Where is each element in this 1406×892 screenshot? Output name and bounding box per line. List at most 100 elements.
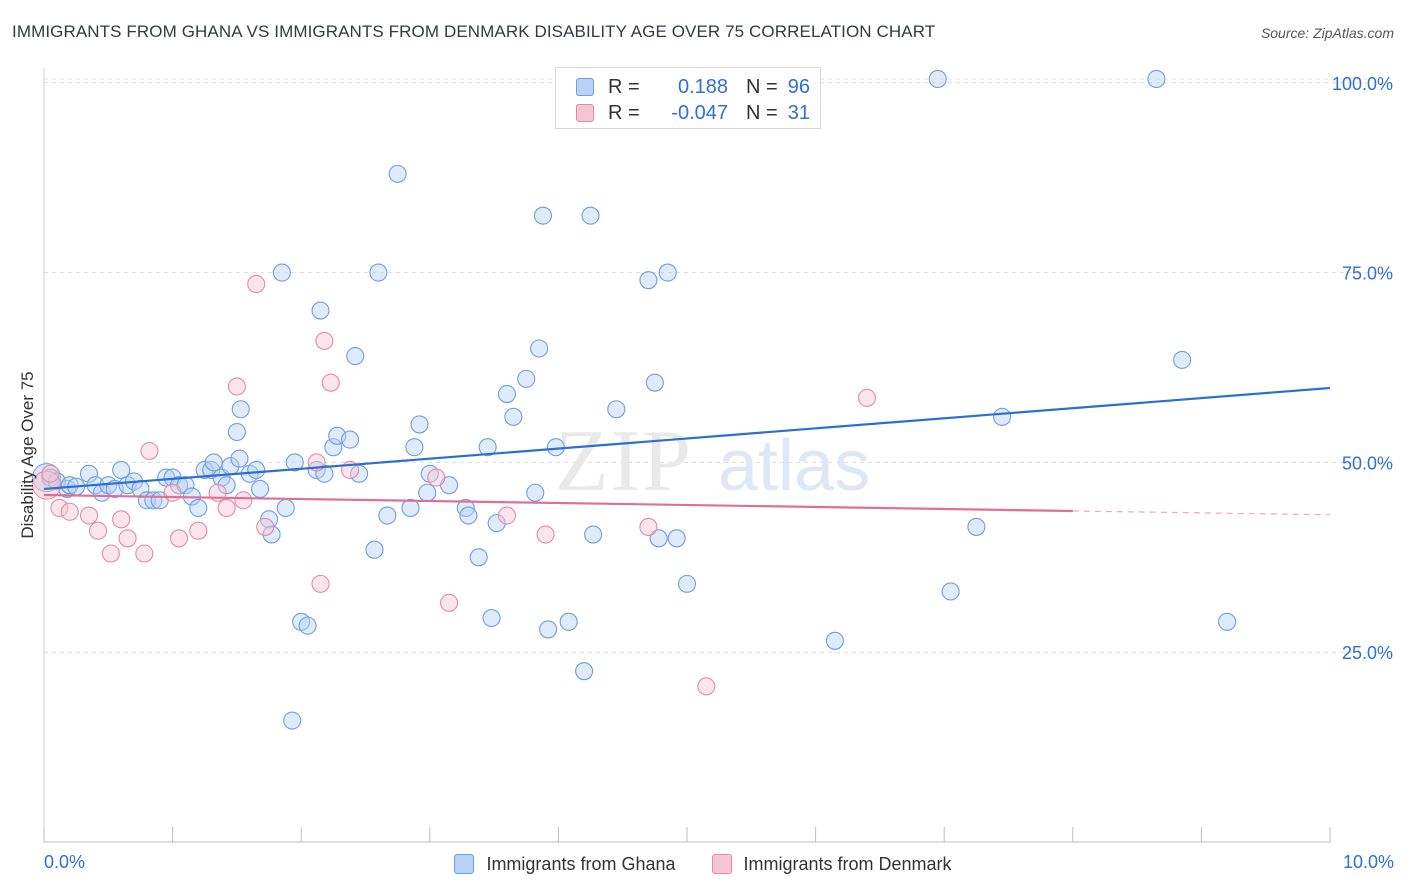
data-point [928, 69, 947, 89]
data-point [256, 517, 275, 536]
data-point-large-1 [32, 470, 62, 500]
data-point [163, 483, 182, 502]
r-value: -0.047 [671, 101, 728, 124]
data-point [311, 301, 330, 320]
n-label: N = [746, 75, 778, 98]
data-point [227, 422, 246, 442]
data-point [50, 498, 69, 517]
data-point [645, 373, 664, 392]
data-point [79, 464, 99, 483]
data-point [857, 388, 877, 407]
data-point [517, 369, 536, 388]
data-point [169, 476, 189, 495]
data-point [497, 506, 517, 525]
y-tick-label: 100.0% [1332, 74, 1393, 94]
legend-item-denmark[interactable]: Immigrants from Denmark [711, 853, 952, 875]
data-point [231, 400, 250, 419]
data-point [533, 206, 553, 225]
x-tick-label-min: 0.0% [44, 852, 86, 872]
data-point [118, 529, 137, 548]
watermark-atlas: atlas [718, 426, 870, 506]
data-point [536, 525, 555, 544]
data-point [941, 582, 960, 601]
trend-line-1 [43, 493, 1073, 513]
data-point [993, 407, 1012, 426]
data-point [469, 548, 488, 567]
data-point [60, 502, 79, 521]
data-point [189, 498, 208, 517]
y-axis-label: Disability Age Over 75 [18, 371, 37, 539]
watermark-zip: ZIP [555, 413, 693, 510]
data-point [189, 521, 208, 540]
data-point [1218, 612, 1237, 631]
source-credit: Source: ZipAtlas.com [1260, 25, 1394, 41]
data-point [321, 373, 340, 392]
data-point [272, 263, 291, 282]
n-label: N = [746, 101, 778, 124]
data-point [639, 271, 658, 290]
data-point [341, 430, 360, 449]
y-tick-label: 75.0% [1342, 264, 1393, 284]
data-point [482, 608, 501, 628]
data-point [311, 574, 330, 593]
data-point [41, 464, 60, 483]
y-tick-label: 50.0% [1342, 453, 1393, 473]
data-point [169, 529, 189, 548]
data-point [101, 544, 120, 563]
data-point [658, 263, 677, 282]
data-point [112, 510, 131, 529]
data-point [346, 347, 365, 366]
data-point [388, 164, 407, 183]
data-point [401, 498, 420, 517]
data-point [581, 206, 600, 225]
data-point [667, 529, 686, 548]
data-point [825, 631, 844, 650]
data-point [112, 460, 131, 480]
y-tick-label: 25.0% [1342, 643, 1393, 663]
data-point [677, 574, 697, 593]
data-point [1173, 350, 1192, 369]
data-point [285, 453, 304, 472]
legend-label-ghana: Immigrants from Ghana [486, 853, 676, 874]
data-point [365, 540, 384, 559]
data-point [967, 517, 986, 536]
data-point [140, 441, 159, 461]
data-point [418, 483, 437, 502]
legend-label-denmark: Immigrants from Denmark [743, 853, 952, 874]
legend-swatch-ghana [454, 854, 475, 874]
legend-row-denmark: R = -0.047 N = 31 [576, 101, 810, 125]
r-value: 0.188 [677, 75, 728, 98]
data-point [262, 525, 281, 544]
data-point [369, 263, 388, 282]
data-point [247, 274, 266, 294]
data-point [1147, 69, 1166, 89]
data-point [526, 483, 545, 502]
legend-row-ghana: R = 0.188 N = 96 [576, 75, 810, 99]
r-label: R = [608, 75, 640, 98]
n-value: 31 [787, 101, 810, 124]
data-point [250, 479, 270, 499]
series-legend: Immigrants from Ghana Immigrants from De… [0, 850, 1406, 878]
data-point [135, 544, 154, 563]
data-point [79, 506, 99, 525]
data-point [497, 385, 517, 404]
legend-item-ghana[interactable]: Immigrants from Ghana [454, 853, 676, 875]
data-point [478, 438, 497, 457]
trend-line-0 [43, 386, 1331, 491]
data-point [530, 339, 549, 358]
data-point [405, 438, 424, 457]
data-point [575, 662, 594, 681]
data-point [410, 415, 429, 434]
data-point [298, 616, 317, 635]
data-point [487, 514, 506, 533]
data-point [217, 498, 236, 517]
legend-swatch-denmark [711, 854, 732, 874]
data-point [230, 449, 249, 468]
data-point [204, 453, 223, 472]
x-tick-label-max: 10.0% [1342, 852, 1394, 872]
n-value: 96 [787, 75, 810, 98]
data-point [440, 593, 459, 612]
data-point [607, 400, 626, 419]
data-point [459, 506, 478, 525]
